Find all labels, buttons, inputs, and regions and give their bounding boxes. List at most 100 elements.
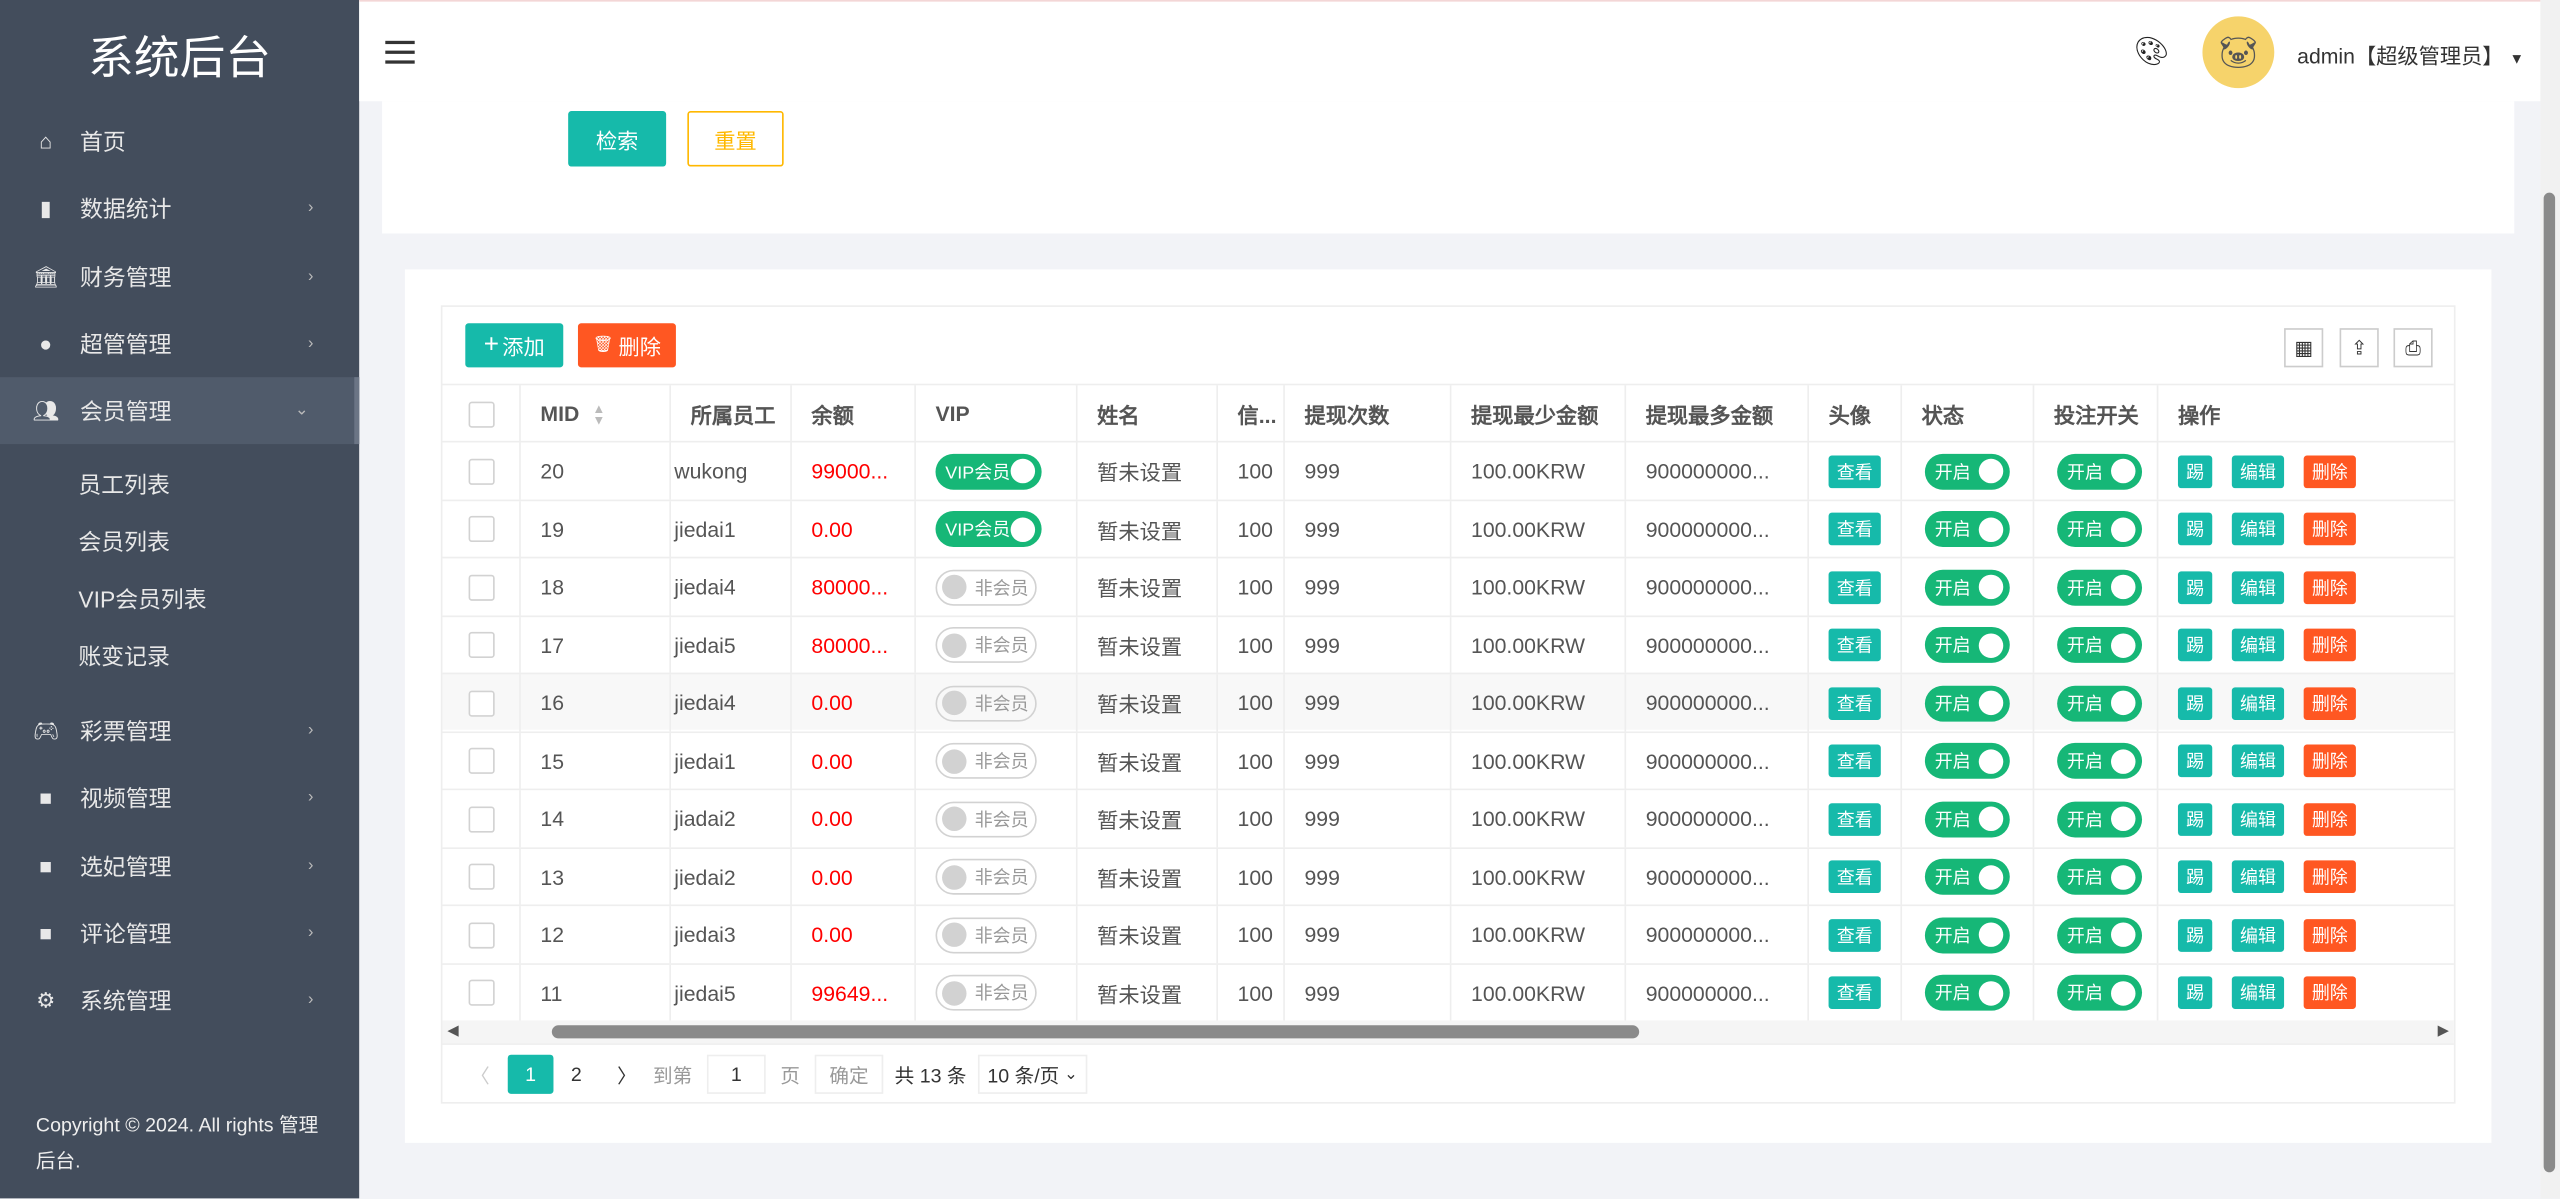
print-icon[interactable]: ⎙: [2393, 328, 2433, 368]
view-avatar-button[interactable]: 查看: [1828, 744, 1881, 778]
edit-button[interactable]: 编辑: [2231, 802, 2285, 836]
status-toggle[interactable]: 开启: [1924, 684, 2010, 721]
next-page-button[interactable]: 〉: [617, 1063, 637, 1087]
sidebar-item-8[interactable]: ■ 评论管理 ›: [0, 900, 359, 967]
view-avatar-button[interactable]: 查看: [1828, 570, 1881, 604]
delete-row-button[interactable]: 删除: [2303, 570, 2356, 604]
delete-button[interactable]: 🗑︎ 删除: [577, 323, 676, 368]
delete-row-button[interactable]: 删除: [2303, 860, 2356, 894]
view-avatar-button[interactable]: 查看: [1828, 454, 1881, 488]
confirm-goto-button[interactable]: 确定: [814, 1054, 884, 1094]
view-avatar-button[interactable]: 查看: [1828, 802, 1881, 836]
vip-toggle[interactable]: VIP会员: [935, 453, 1042, 489]
sidebar-item-1[interactable]: ▮ 数据统计 ›: [0, 175, 359, 242]
view-avatar-button[interactable]: 查看: [1828, 918, 1881, 952]
bet-toggle[interactable]: 开启: [2057, 916, 2143, 953]
vip-toggle[interactable]: 非会员: [935, 626, 1037, 663]
bet-toggle[interactable]: 开启: [2057, 684, 2143, 721]
avatar[interactable]: 🐷︎: [2202, 16, 2275, 89]
delete-row-button[interactable]: 删除: [2303, 744, 2356, 778]
submenu-item[interactable]: 账变记录: [78, 643, 170, 670]
hamburger-menu-icon[interactable]: [385, 40, 415, 64]
page-size-select[interactable]: 10 条/页 ⌄: [977, 1054, 1088, 1094]
view-avatar-button[interactable]: 查看: [1828, 512, 1881, 546]
edit-button[interactable]: 编辑: [2231, 512, 2285, 546]
vip-toggle[interactable]: 非会员: [935, 858, 1037, 895]
sidebar-item-9[interactable]: ⚙ 系统管理 ›: [0, 967, 359, 1034]
delete-row-button[interactable]: 删除: [2303, 976, 2356, 1009]
row-checkbox[interactable]: [467, 515, 494, 543]
submenu-item[interactable]: VIP会员列表: [78, 586, 207, 613]
search-button[interactable]: 检索: [568, 111, 667, 167]
kick-button[interactable]: 踢: [2177, 570, 2213, 604]
delete-row-button[interactable]: 删除: [2303, 512, 2356, 546]
sidebar-item-2[interactable]: 🏛︎ 财务管理 ›: [0, 243, 359, 310]
sidebar-item-7[interactable]: ■ 选妃管理 ›: [0, 833, 359, 900]
palette-icon[interactable]: 🎨︎: [2133, 35, 2170, 67]
vip-toggle[interactable]: 非会员: [935, 916, 1037, 953]
row-checkbox[interactable]: [467, 979, 494, 1006]
delete-row-button[interactable]: 删除: [2303, 454, 2356, 488]
user-menu[interactable]: admin【超级管理员】 ▼: [2297, 39, 2524, 70]
bet-toggle[interactable]: 开启: [2057, 742, 2143, 779]
bet-toggle[interactable]: 开启: [2057, 568, 2143, 605]
view-avatar-button[interactable]: 查看: [1828, 628, 1881, 662]
status-toggle[interactable]: 开启: [1924, 511, 2010, 547]
page-2-button[interactable]: 2: [570, 1062, 582, 1086]
goto-page-input[interactable]: 1: [706, 1054, 766, 1094]
sidebar-item-0[interactable]: ⌂ 首页: [0, 108, 359, 175]
vip-toggle[interactable]: 非会员: [935, 684, 1037, 721]
bet-toggle[interactable]: 开启: [2057, 453, 2143, 489]
bet-toggle[interactable]: 开启: [2057, 626, 2143, 663]
kick-button[interactable]: 踢: [2177, 976, 2213, 1009]
kick-button[interactable]: 踢: [2177, 802, 2213, 836]
column-header[interactable]: MID ▲ ▼: [521, 385, 672, 443]
kick-button[interactable]: 踢: [2177, 686, 2213, 720]
bet-toggle[interactable]: 开启: [2057, 511, 2143, 547]
row-checkbox[interactable]: [467, 631, 494, 658]
edit-button[interactable]: 编辑: [2231, 860, 2285, 894]
prev-page-button[interactable]: 〈: [470, 1063, 490, 1087]
vip-toggle[interactable]: VIP会员: [935, 511, 1042, 547]
scroll-left-icon[interactable]: ◀: [447, 1022, 459, 1039]
bet-toggle[interactable]: 开启: [2057, 800, 2143, 837]
edit-button[interactable]: 编辑: [2231, 628, 2285, 662]
view-avatar-button[interactable]: 查看: [1828, 686, 1881, 720]
horizontal-scrollbar[interactable]: ◀ ▶: [442, 1020, 2454, 1044]
status-toggle[interactable]: 开启: [1924, 742, 2010, 779]
select-all-checkbox[interactable]: [467, 400, 494, 427]
edit-button[interactable]: 编辑: [2231, 570, 2285, 604]
status-toggle[interactable]: 开启: [1924, 974, 2010, 1011]
vip-toggle[interactable]: 非会员: [935, 974, 1037, 1011]
kick-button[interactable]: 踢: [2177, 628, 2213, 662]
row-checkbox[interactable]: [467, 863, 494, 890]
columns-filter-icon[interactable]: ▦: [2284, 328, 2324, 368]
delete-row-button[interactable]: 删除: [2303, 918, 2356, 952]
delete-row-button[interactable]: 删除: [2303, 628, 2356, 662]
row-checkbox[interactable]: [467, 805, 494, 832]
vip-toggle[interactable]: 非会员: [935, 742, 1037, 779]
edit-button[interactable]: 编辑: [2231, 918, 2285, 952]
view-avatar-button[interactable]: 查看: [1828, 860, 1881, 894]
edit-button[interactable]: 编辑: [2231, 454, 2285, 488]
kick-button[interactable]: 踢: [2177, 918, 2213, 952]
sidebar-item-6[interactable]: ■ 视频管理 ›: [0, 764, 359, 831]
status-toggle[interactable]: 开启: [1924, 916, 2010, 953]
scroll-right-icon[interactable]: ▶: [2437, 1022, 2449, 1039]
status-toggle[interactable]: 开启: [1924, 626, 2010, 663]
page-1-button[interactable]: 1: [507, 1054, 554, 1094]
reset-button[interactable]: 重置: [687, 111, 784, 167]
status-toggle[interactable]: 开启: [1924, 453, 2010, 489]
edit-button[interactable]: 编辑: [2231, 686, 2285, 720]
sidebar-item-4[interactable]: 👥︎ 会员管理 ⌄: [0, 377, 360, 445]
row-checkbox[interactable]: [467, 573, 494, 600]
export-icon[interactable]: ⇪: [2339, 328, 2379, 368]
view-avatar-button[interactable]: 查看: [1828, 976, 1881, 1009]
sidebar-item-5[interactable]: 🎮︎ 彩票管理 ›: [0, 697, 359, 764]
kick-button[interactable]: 踢: [2177, 860, 2213, 894]
submenu-item[interactable]: 员工列表: [78, 471, 170, 498]
kick-button[interactable]: 踢: [2177, 454, 2213, 488]
row-checkbox[interactable]: [467, 747, 494, 774]
status-toggle[interactable]: 开启: [1924, 800, 2010, 837]
row-checkbox[interactable]: [467, 921, 494, 948]
